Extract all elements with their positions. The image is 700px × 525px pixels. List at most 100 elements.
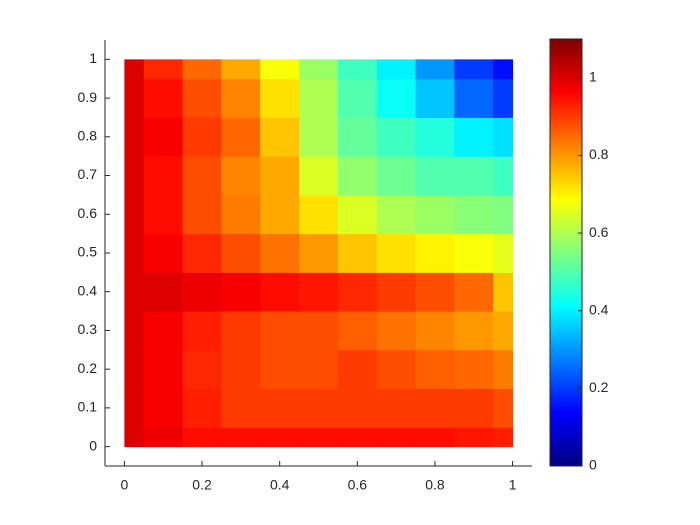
- heat-cell: [454, 156, 494, 196]
- colorbar-tick-label: 0.2: [589, 379, 609, 395]
- heat-cell: [221, 388, 261, 428]
- heat-cell: [493, 194, 514, 235]
- heat-cell: [182, 59, 222, 80]
- heat-cell: [143, 272, 184, 312]
- heat-cell: [415, 233, 455, 273]
- x-tick-label: 0.2: [192, 477, 212, 493]
- x-tick-label: 1: [509, 477, 517, 493]
- heat-cell: [337, 272, 378, 312]
- heat-cell: [454, 427, 494, 448]
- heat-cell: [337, 194, 378, 235]
- colorbar-tick-label: 0: [589, 457, 597, 473]
- heat-cell: [221, 427, 261, 448]
- heat-cell: [143, 194, 184, 235]
- heat-cell: [221, 311, 261, 351]
- y-tick-label: 0.4: [78, 282, 98, 298]
- heat-cell: [493, 117, 514, 157]
- heat-cell: [299, 59, 339, 80]
- heat-cell: [182, 78, 222, 118]
- heat-cell: [454, 78, 494, 118]
- heat-cell: [124, 272, 145, 312]
- heat-cell: [182, 233, 222, 273]
- heat-cell: [299, 388, 339, 428]
- heat-cell: [221, 117, 261, 157]
- heat-cell: [376, 194, 417, 235]
- y-tick-label: 0.7: [78, 166, 98, 182]
- colorbar-tick-label: 0.4: [589, 301, 609, 317]
- heat-cell: [124, 233, 145, 273]
- heat-cell: [337, 311, 378, 351]
- heat-cell: [124, 78, 145, 118]
- y-tick-label: 0.1: [78, 399, 98, 415]
- heat-cell: [415, 427, 455, 448]
- heat-cell: [415, 156, 455, 196]
- heat-cell: [337, 59, 378, 80]
- heat-cell: [376, 427, 417, 448]
- x-tick-label: 0: [121, 477, 129, 493]
- heat-cell: [493, 156, 514, 196]
- heat-cell: [454, 194, 494, 235]
- colorbar-tick-label: 0.6: [589, 224, 609, 240]
- heat-cell: [415, 272, 455, 312]
- heat-cell: [299, 78, 339, 118]
- heat-cell: [415, 117, 455, 157]
- heat-cell: [493, 349, 514, 390]
- colorbar-tick-label: 0.8: [589, 146, 609, 162]
- heat-cell: [260, 427, 300, 448]
- heat-cell: [454, 388, 494, 428]
- heat-cell: [376, 78, 417, 118]
- heat-cell: [143, 427, 184, 448]
- heat-cell: [260, 78, 300, 118]
- heat-cell: [260, 388, 300, 428]
- heat-cell: [337, 427, 378, 448]
- heat-cell: [124, 349, 145, 390]
- heat-cell: [221, 194, 261, 235]
- heat-cell: [299, 272, 339, 312]
- heat-cell: [493, 427, 514, 448]
- x-tick-label: 0.4: [270, 477, 290, 493]
- heat-cell: [415, 78, 455, 118]
- y-tick-label: 0.9: [78, 89, 98, 105]
- heat-cell: [493, 388, 514, 428]
- heat-cell: [299, 349, 339, 390]
- heat-cell: [124, 194, 145, 235]
- heat-cell: [493, 78, 514, 118]
- heat-cell: [221, 156, 261, 196]
- heat-cell: [260, 59, 300, 80]
- heat-cell: [182, 349, 222, 390]
- heat-cell: [124, 156, 145, 196]
- heat-cell: [454, 349, 494, 390]
- heat-cell: [454, 117, 494, 157]
- heat-cell: [376, 156, 417, 196]
- heat-cell: [299, 194, 339, 235]
- y-tick-label: 0: [89, 437, 97, 453]
- y-tick-label: 0.5: [78, 244, 98, 260]
- heat-cell: [376, 349, 417, 390]
- heat-cell: [124, 427, 145, 448]
- heat-cell: [337, 117, 378, 157]
- heat-cell: [124, 388, 145, 428]
- heat-cell: [182, 117, 222, 157]
- x-tick-label: 0.6: [348, 477, 368, 493]
- heat-cell: [299, 311, 339, 351]
- heat-cell: [337, 78, 378, 118]
- heat-cell: [260, 233, 300, 273]
- heat-cell: [299, 233, 339, 273]
- y-tick-label: 0.2: [78, 360, 98, 376]
- heat-cell: [415, 349, 455, 390]
- y-tick-label: 1: [89, 50, 97, 66]
- heat-cell: [143, 156, 184, 196]
- heat-cell: [299, 156, 339, 196]
- heat-cell: [493, 272, 514, 312]
- heat-cell: [182, 194, 222, 235]
- heat-cell: [260, 272, 300, 312]
- heat-cell: [337, 388, 378, 428]
- heat-cell: [260, 311, 300, 351]
- heat-cell: [143, 78, 184, 118]
- heat-cell: [143, 233, 184, 273]
- heat-cell: [124, 59, 145, 80]
- heat-cell: [221, 233, 261, 273]
- heat-cell: [182, 156, 222, 196]
- y-tick-label: 0.3: [78, 321, 98, 337]
- heat-cell: [299, 427, 339, 448]
